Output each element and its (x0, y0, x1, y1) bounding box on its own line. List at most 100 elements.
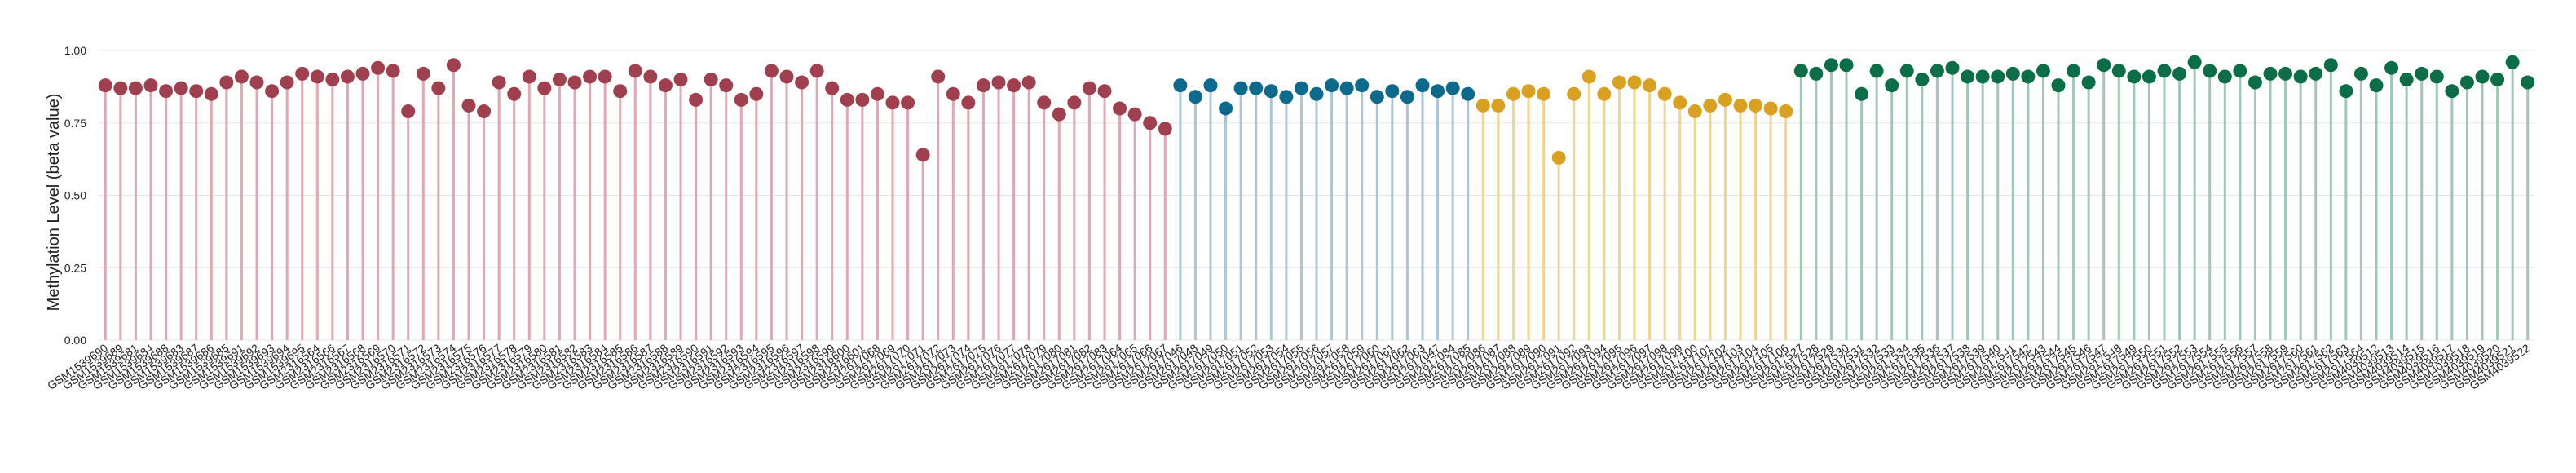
lollipop-point (295, 66, 310, 81)
lollipop-point (2127, 69, 2142, 84)
lollipop-point (416, 66, 430, 81)
y-tick-label: 0.50 (64, 189, 86, 202)
lollipop-point (1763, 101, 1778, 116)
lollipop-point (2384, 60, 2399, 75)
lollipop-point (598, 69, 612, 84)
lollipop-point (2157, 64, 2172, 78)
lollipop-point (401, 104, 416, 119)
lollipop-point (779, 69, 794, 84)
lollipop-point (1537, 86, 1551, 101)
lollipop-point (704, 73, 718, 86)
lollipop-point (885, 95, 900, 110)
lollipop-point (1703, 98, 1718, 113)
lollipop-point (689, 92, 704, 107)
lollipop-point (855, 92, 870, 107)
x-axis-tick-labels: GSM1539690GSM1539689GSM1539681GSM1539684… (45, 341, 2533, 392)
lollipop-point (371, 60, 386, 75)
lollipop-point (991, 75, 1006, 90)
lollipop-point (1930, 64, 1944, 78)
lollipop-point (643, 69, 658, 84)
lollipop-point (1612, 75, 1626, 90)
lollipop-point (1581, 69, 1596, 84)
lollipop-point (1749, 98, 1763, 113)
lollipop-point (2429, 69, 2444, 84)
lollipop-point (552, 73, 567, 86)
lollipop-point (1824, 58, 1838, 73)
lollipop-point (2036, 64, 2050, 78)
lollipop-point (1219, 101, 1233, 116)
lollipop-point (219, 75, 234, 90)
lollipop-point (795, 75, 809, 90)
lollipop-point (1657, 86, 1672, 101)
lollipop-point (1294, 81, 1308, 95)
lollipop-point (1855, 86, 1869, 101)
lollipop-point (2521, 75, 2535, 90)
lollipop-point (2233, 64, 2247, 78)
lollipop-point (1339, 81, 1354, 95)
lollipop-point (537, 81, 552, 95)
lollipop-point (2172, 66, 2187, 81)
lollipop-point (2399, 73, 2414, 86)
lollipop-point (2490, 73, 2505, 86)
lollipop-point (1400, 90, 1414, 104)
lollipop-point (522, 69, 536, 84)
lollipop-point (1143, 116, 1158, 130)
lollipop-point (2459, 75, 2474, 90)
lollipop-point (2445, 84, 2459, 99)
lollipop-point (1127, 107, 1142, 122)
lollipop-point (1158, 122, 1172, 136)
lollipop-point (2021, 69, 2036, 84)
lollipop-point (1007, 78, 1021, 93)
lollipop-point (1551, 150, 1566, 165)
lollipop-point (2293, 69, 2308, 84)
lollipop-point (734, 92, 748, 107)
lollipop-point (2415, 66, 2429, 81)
lollipop-point (492, 75, 506, 90)
lollipop-point (901, 95, 915, 110)
lollipop-point (1113, 101, 1127, 116)
lollipop-point (431, 81, 446, 95)
lollipop-point (1067, 95, 1082, 110)
lollipop-point (2111, 64, 2126, 78)
lollipop-point (204, 86, 218, 101)
lollipop-points (98, 55, 2535, 165)
lollipop-point (1415, 78, 1430, 93)
lollipop-point (613, 84, 628, 99)
lollipop-point (870, 86, 884, 101)
lollipop-point (1793, 64, 1808, 78)
y-tick-label: 0.00 (64, 334, 86, 347)
y-axis-ticks: 0.00 0.25 0.50 0.75 1.00 (64, 44, 86, 347)
lollipop-point (1945, 60, 1960, 75)
lollipop-point (719, 78, 734, 93)
lollipop-point (583, 69, 598, 84)
lollipop-point (1521, 84, 1536, 99)
lollipop-point (809, 64, 824, 78)
y-tick-label: 1.00 (64, 44, 86, 57)
lollipop-point (477, 104, 492, 119)
lollipop-point (1279, 90, 1294, 104)
lollipop-point (340, 69, 355, 84)
lollipop-point (1718, 92, 1732, 107)
lollipop-point (2005, 66, 2020, 81)
lollipop-point (1673, 95, 1687, 110)
lollipop-point (915, 148, 930, 162)
lollipop-point (2339, 84, 2353, 99)
lollipop-point (1915, 73, 1930, 86)
lollipop-point (1173, 78, 1188, 93)
lollipop-point (628, 64, 642, 78)
lollipop-point (189, 84, 204, 99)
lollipop-point (461, 98, 476, 113)
lollipop-point (1885, 78, 1899, 93)
lollipop-point (1506, 86, 1520, 101)
lollipop-point (1052, 107, 1066, 122)
lollipop-point (355, 66, 370, 81)
lollipop-point (976, 78, 990, 93)
lollipop-point (1431, 84, 1445, 99)
lollipop-point (1687, 104, 1702, 119)
lollipop-point (1809, 66, 1824, 81)
lollipop-point (1385, 84, 1400, 99)
lollipop-point (325, 73, 340, 86)
lollipop-point (1264, 84, 1278, 99)
lollipop-point (2203, 64, 2217, 78)
lollipop-point (961, 95, 976, 110)
